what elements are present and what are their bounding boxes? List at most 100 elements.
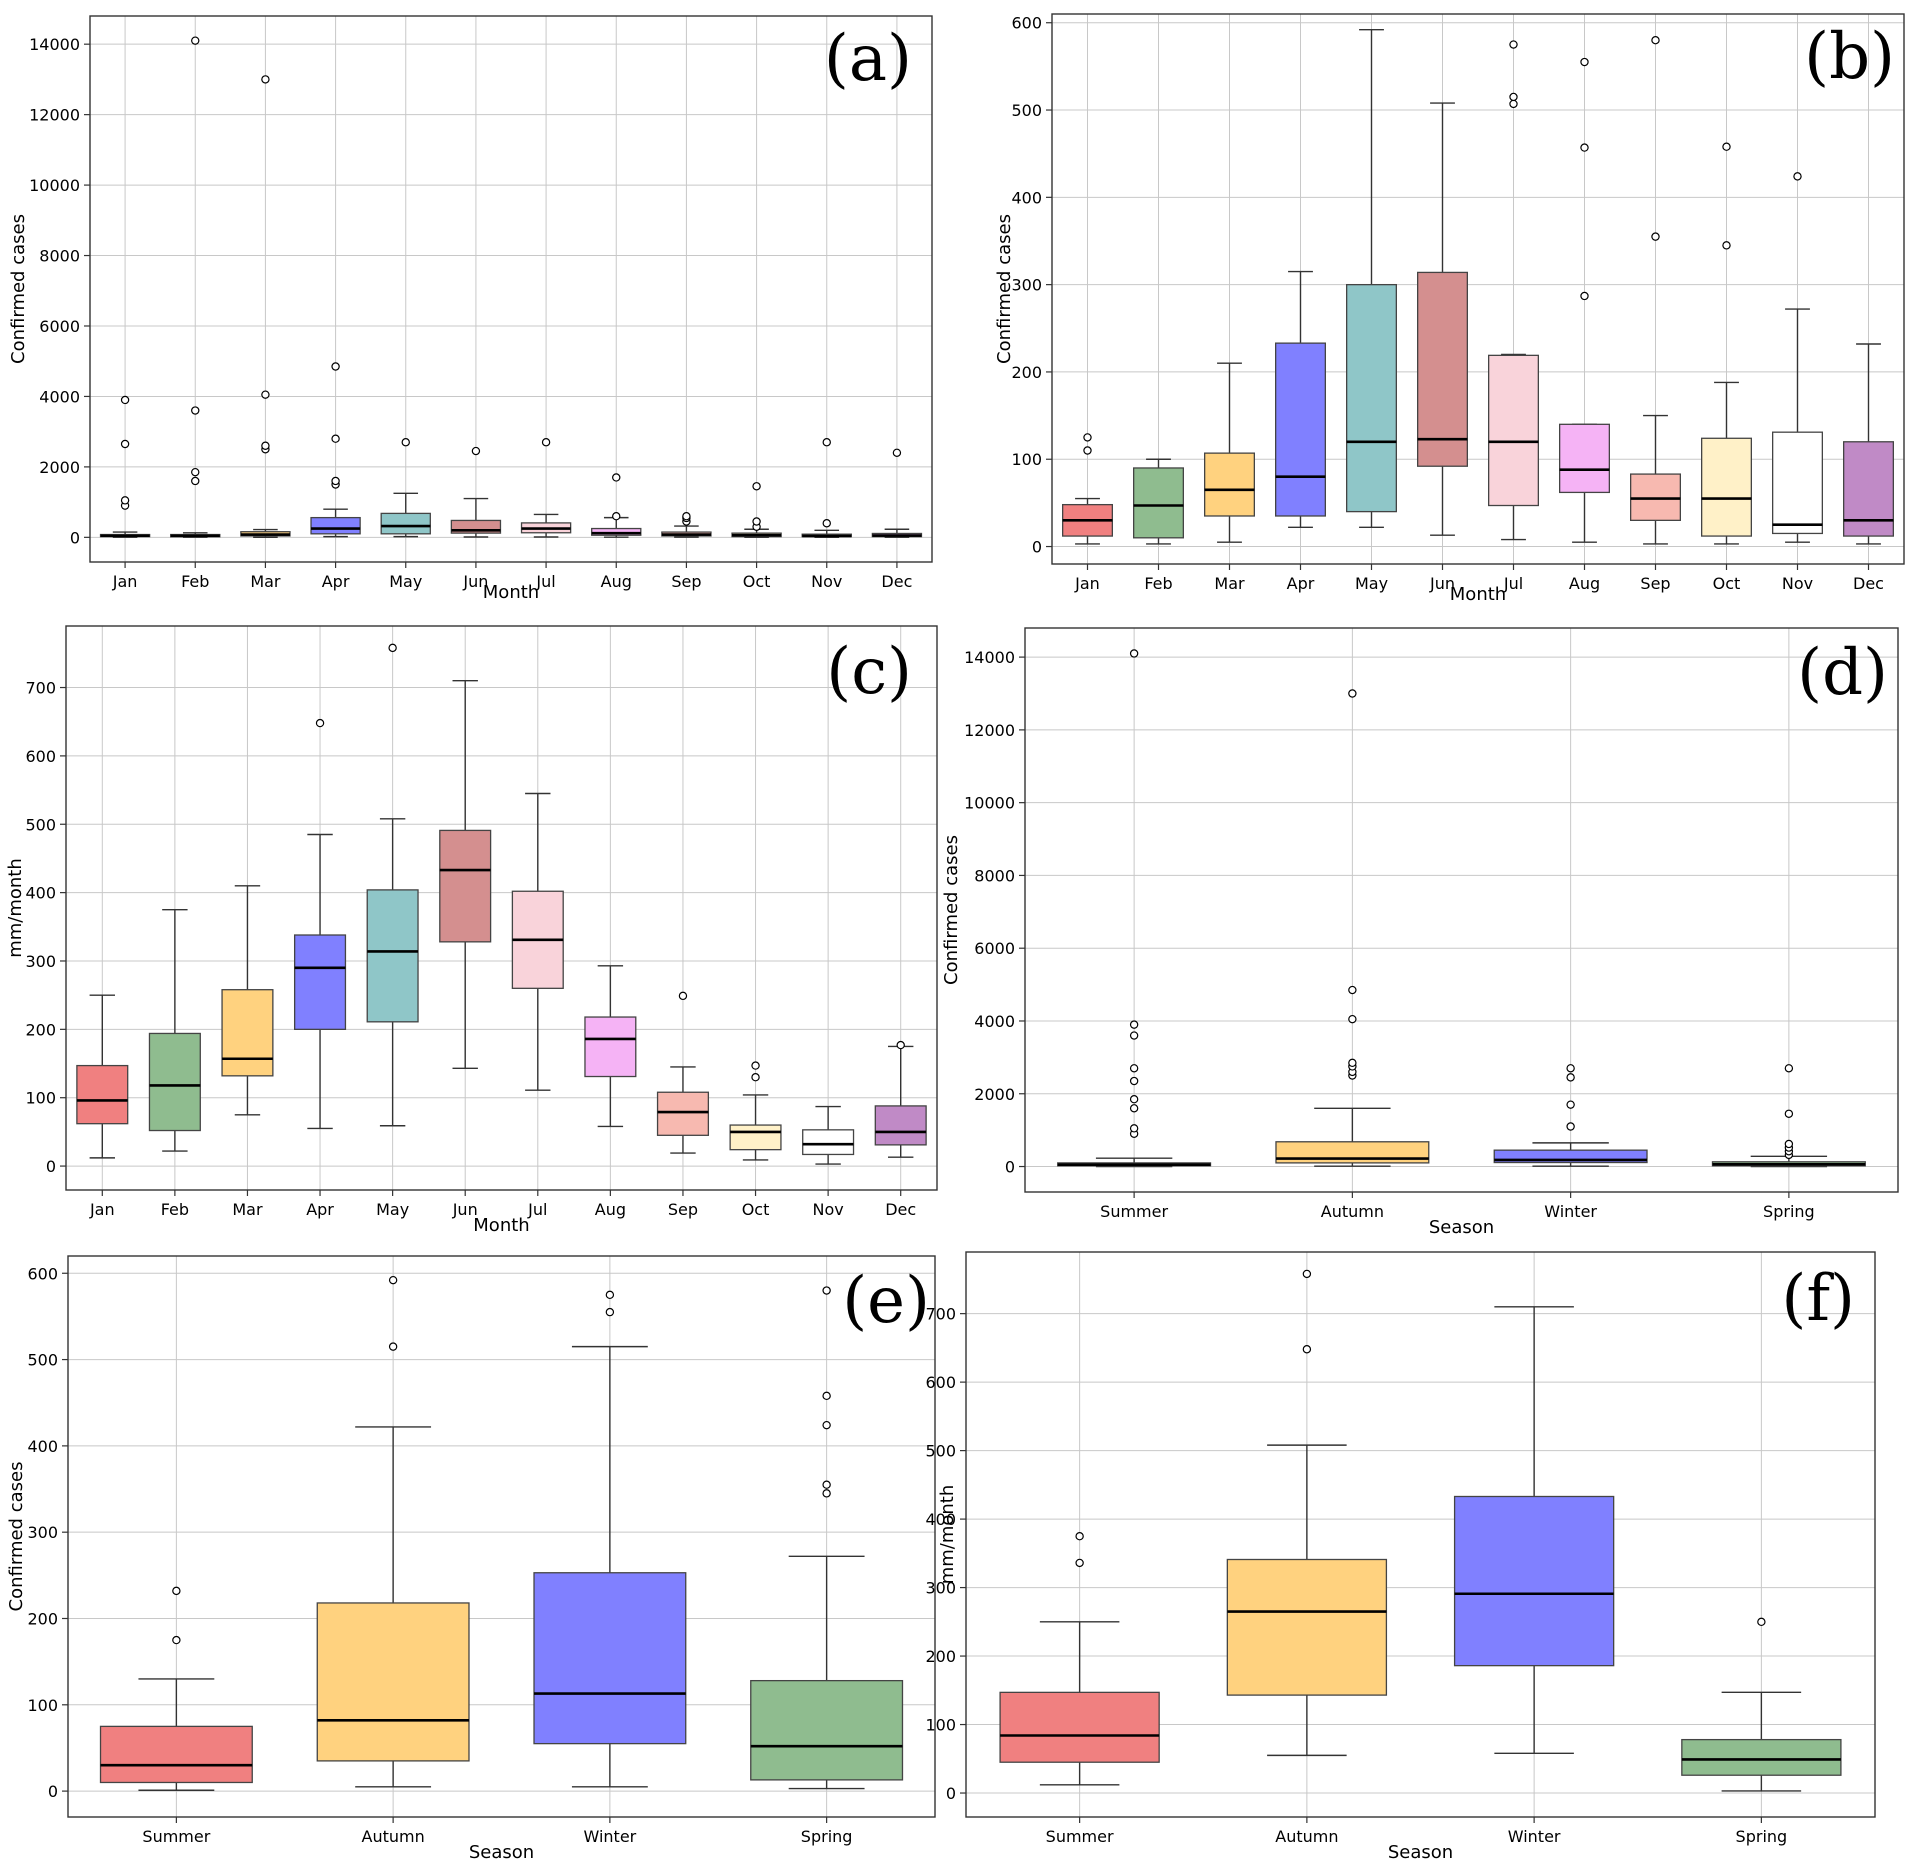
x-tick-label: Jan [112,572,138,591]
y-tick-label: 14000 [29,35,80,54]
outlier-point [1793,172,1802,181]
outlier-point [191,476,200,486]
outlier-point [1129,649,1139,658]
box-jan [99,395,151,539]
outlier-point [1348,1058,1357,1068]
x-tick-label: Feb [1144,574,1172,593]
box-summer [999,1532,1160,1786]
box-oct [729,1061,782,1161]
outlier-point [1348,985,1357,995]
y-tick-label: 10000 [29,176,80,195]
y-tick-label: 500 [925,1442,956,1461]
iqr-box [1417,271,1469,467]
y-tick-label: 8000 [39,247,80,266]
iqr-box [1559,423,1611,494]
y-axis-label: mm/month [937,1485,958,1585]
outlier-point [1566,1064,1575,1073]
box-dec [1843,343,1895,545]
outlier-point [1580,291,1589,301]
outlier-point [172,1635,181,1645]
box-summer [1057,649,1212,1168]
iqr-box [380,512,431,535]
iqr-box [533,1572,687,1745]
y-tick-label: 500 [25,815,56,834]
x-axis-label: Season [469,1842,534,1863]
x-tick-label: Dec [1853,574,1884,593]
y-axis-label: Confirmed cases [994,214,1015,364]
box-may [380,438,431,538]
y-tick-label: 4000 [39,387,80,406]
x-tick-label: Jul [527,1200,547,1219]
outlier-point [822,1480,831,1489]
y-tick-label: 600 [25,747,56,766]
outlier-point [388,1342,398,1351]
x-tick-label: Feb [161,1200,189,1219]
x-tick-label: Jul [1503,574,1523,593]
iqr-box [1630,473,1682,521]
box-spring [1711,1064,1866,1168]
x-tick-label: Nov [811,572,842,591]
x-tick-label: Summer [142,1827,210,1846]
y-tick-label: 200 [1011,363,1042,382]
y-tick-label: 0 [46,1157,56,1176]
y-tick-label: 300 [25,952,56,971]
y-axis-label: Confirmed cases [8,214,29,364]
iqr-box [439,829,492,943]
x-tick-label: Spring [1763,1202,1815,1221]
outlier-point [315,718,325,728]
axes-frame [1024,627,1899,1193]
x-tick-label: Oct [1713,574,1741,593]
y-tick-label: 0 [1005,1158,1015,1177]
x-tick-label: May [1355,574,1388,593]
iqr-box [584,1016,637,1078]
iqr-box [99,1725,253,1784]
x-tick-label: Spring [801,1827,853,1846]
box-dec [874,1040,927,1158]
x-tick-label: Sep [668,1200,698,1219]
outlier-point [120,496,130,505]
box-autumn [316,1275,470,1788]
outlier-point [751,1072,760,1082]
x-tick-label: Apr [306,1200,334,1219]
box-sep [656,991,710,1154]
panel-f: 0 100 200 300 400 500 600 700 Summer Autumn Winter… [925,1251,1876,1863]
y-tick-label: 12000 [29,106,80,125]
x-axis-label: Season [1388,1842,1453,1863]
outlier-point [1651,232,1660,241]
y-tick-label: 0 [946,1784,956,1803]
y-tick-label: 300 [925,1579,956,1598]
outlier-point [191,36,200,45]
outlier-point [1784,1109,1794,1118]
box-may [1346,29,1398,529]
iqr-box [1346,283,1398,513]
iqr-box [874,1105,927,1146]
x-tick-label: Jun [1429,574,1455,593]
outlier-point [822,1489,831,1498]
outlier-point [1509,92,1518,102]
x-axis-label: Month [483,582,539,603]
box-aug [584,965,637,1128]
box-spring [750,1286,904,1790]
outlier-point [1083,446,1092,455]
y-axis-label: Confirmed cases [941,835,962,985]
box-apr [293,718,347,1130]
y-axis-label: Confirmed cases [6,1462,27,1612]
y-tick-label: 100 [27,1696,58,1715]
box-nov [1772,172,1824,543]
outlier-point [1129,1124,1139,1133]
y-tick-label: 400 [27,1437,58,1456]
y-tick-label: 200 [925,1647,956,1666]
iqr-box [1226,1558,1388,1696]
y-tick-label: 300 [1011,276,1042,295]
box-jun [1417,102,1469,536]
box-oct [1701,142,1753,545]
box-oct [731,482,782,539]
outlier-point [896,1040,905,1050]
y-tick-label: 400 [25,884,56,903]
iqr-box [656,1091,710,1136]
y-tick-label: 200 [25,1020,56,1039]
x-tick-label: Aug [595,1200,626,1219]
outlier-point [120,395,130,405]
panel-e: 0 100 200 300 400 500 600 Summer Autumn Winter Spr… [6,1255,936,1863]
axes-frame [65,625,938,1191]
